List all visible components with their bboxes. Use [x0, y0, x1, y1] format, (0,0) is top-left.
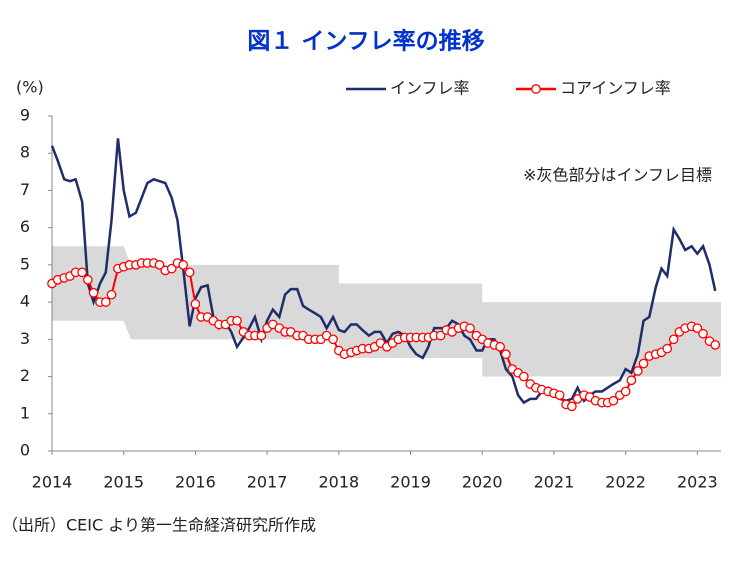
marker	[662, 343, 673, 354]
marker	[698, 328, 708, 339]
marker	[638, 358, 649, 369]
marker	[88, 287, 99, 298]
y-tick-label: 3	[20, 329, 30, 348]
marker	[154, 260, 165, 270]
marker	[495, 341, 506, 352]
marker	[100, 297, 111, 307]
y-tick-label: 9	[20, 106, 30, 125]
marker	[190, 299, 201, 309]
marker	[626, 375, 637, 386]
y-tick-label: 0	[20, 441, 30, 460]
x-tick-label: 2021	[534, 473, 575, 492]
x-tick-label: 2020	[462, 473, 503, 492]
marker	[710, 340, 721, 350]
marker	[77, 267, 87, 278]
marker	[632, 366, 643, 376]
marker	[83, 274, 93, 285]
marker	[668, 334, 679, 345]
x-tick-label: 2022	[605, 473, 646, 492]
marker	[692, 323, 703, 334]
marker	[435, 330, 446, 341]
marker	[184, 267, 195, 278]
marker	[256, 330, 267, 341]
annotation: ※灰色部分はインフレ目標	[523, 166, 712, 185]
x-tick-label: 2014	[32, 473, 73, 492]
y-tick-label: 8	[20, 143, 30, 162]
x-tick-label: 2016	[175, 473, 216, 492]
x-tick-label: 2015	[103, 473, 144, 492]
legend-label: コアインフレ率	[560, 79, 671, 98]
marker	[328, 334, 338, 345]
x-tick-label: 2017	[247, 473, 288, 492]
legend-marker	[531, 84, 541, 94]
y-tick-label: 2	[20, 366, 30, 385]
y-tick-label: 6	[20, 217, 30, 236]
marker	[106, 289, 117, 300]
marker	[620, 386, 631, 397]
source: （出所）CEIC より第一生命経済研究所作成	[2, 516, 316, 535]
legend-label: インフレ率	[390, 79, 470, 98]
y-tick-label: 1	[20, 403, 30, 422]
x-tick-label: 2023	[677, 473, 718, 492]
chart-title: 図１ インフレ率の推移	[247, 28, 484, 55]
marker	[232, 315, 242, 326]
y-tick-label: 7	[20, 180, 30, 199]
x-tick-label: 2019	[390, 473, 431, 492]
y-tick-label: 5	[20, 254, 30, 273]
target-band	[52, 246, 721, 377]
marker	[518, 371, 529, 382]
marker	[465, 323, 475, 334]
marker	[178, 260, 189, 270]
y-axis-label: (%)	[16, 78, 44, 97]
x-tick-label: 2018	[318, 473, 359, 492]
marker	[166, 263, 177, 274]
y-tick-label: 4	[20, 292, 30, 311]
marker	[501, 349, 511, 360]
marker	[554, 390, 565, 401]
marker	[567, 401, 577, 412]
marker	[608, 395, 619, 406]
series-line	[50, 138, 717, 405]
